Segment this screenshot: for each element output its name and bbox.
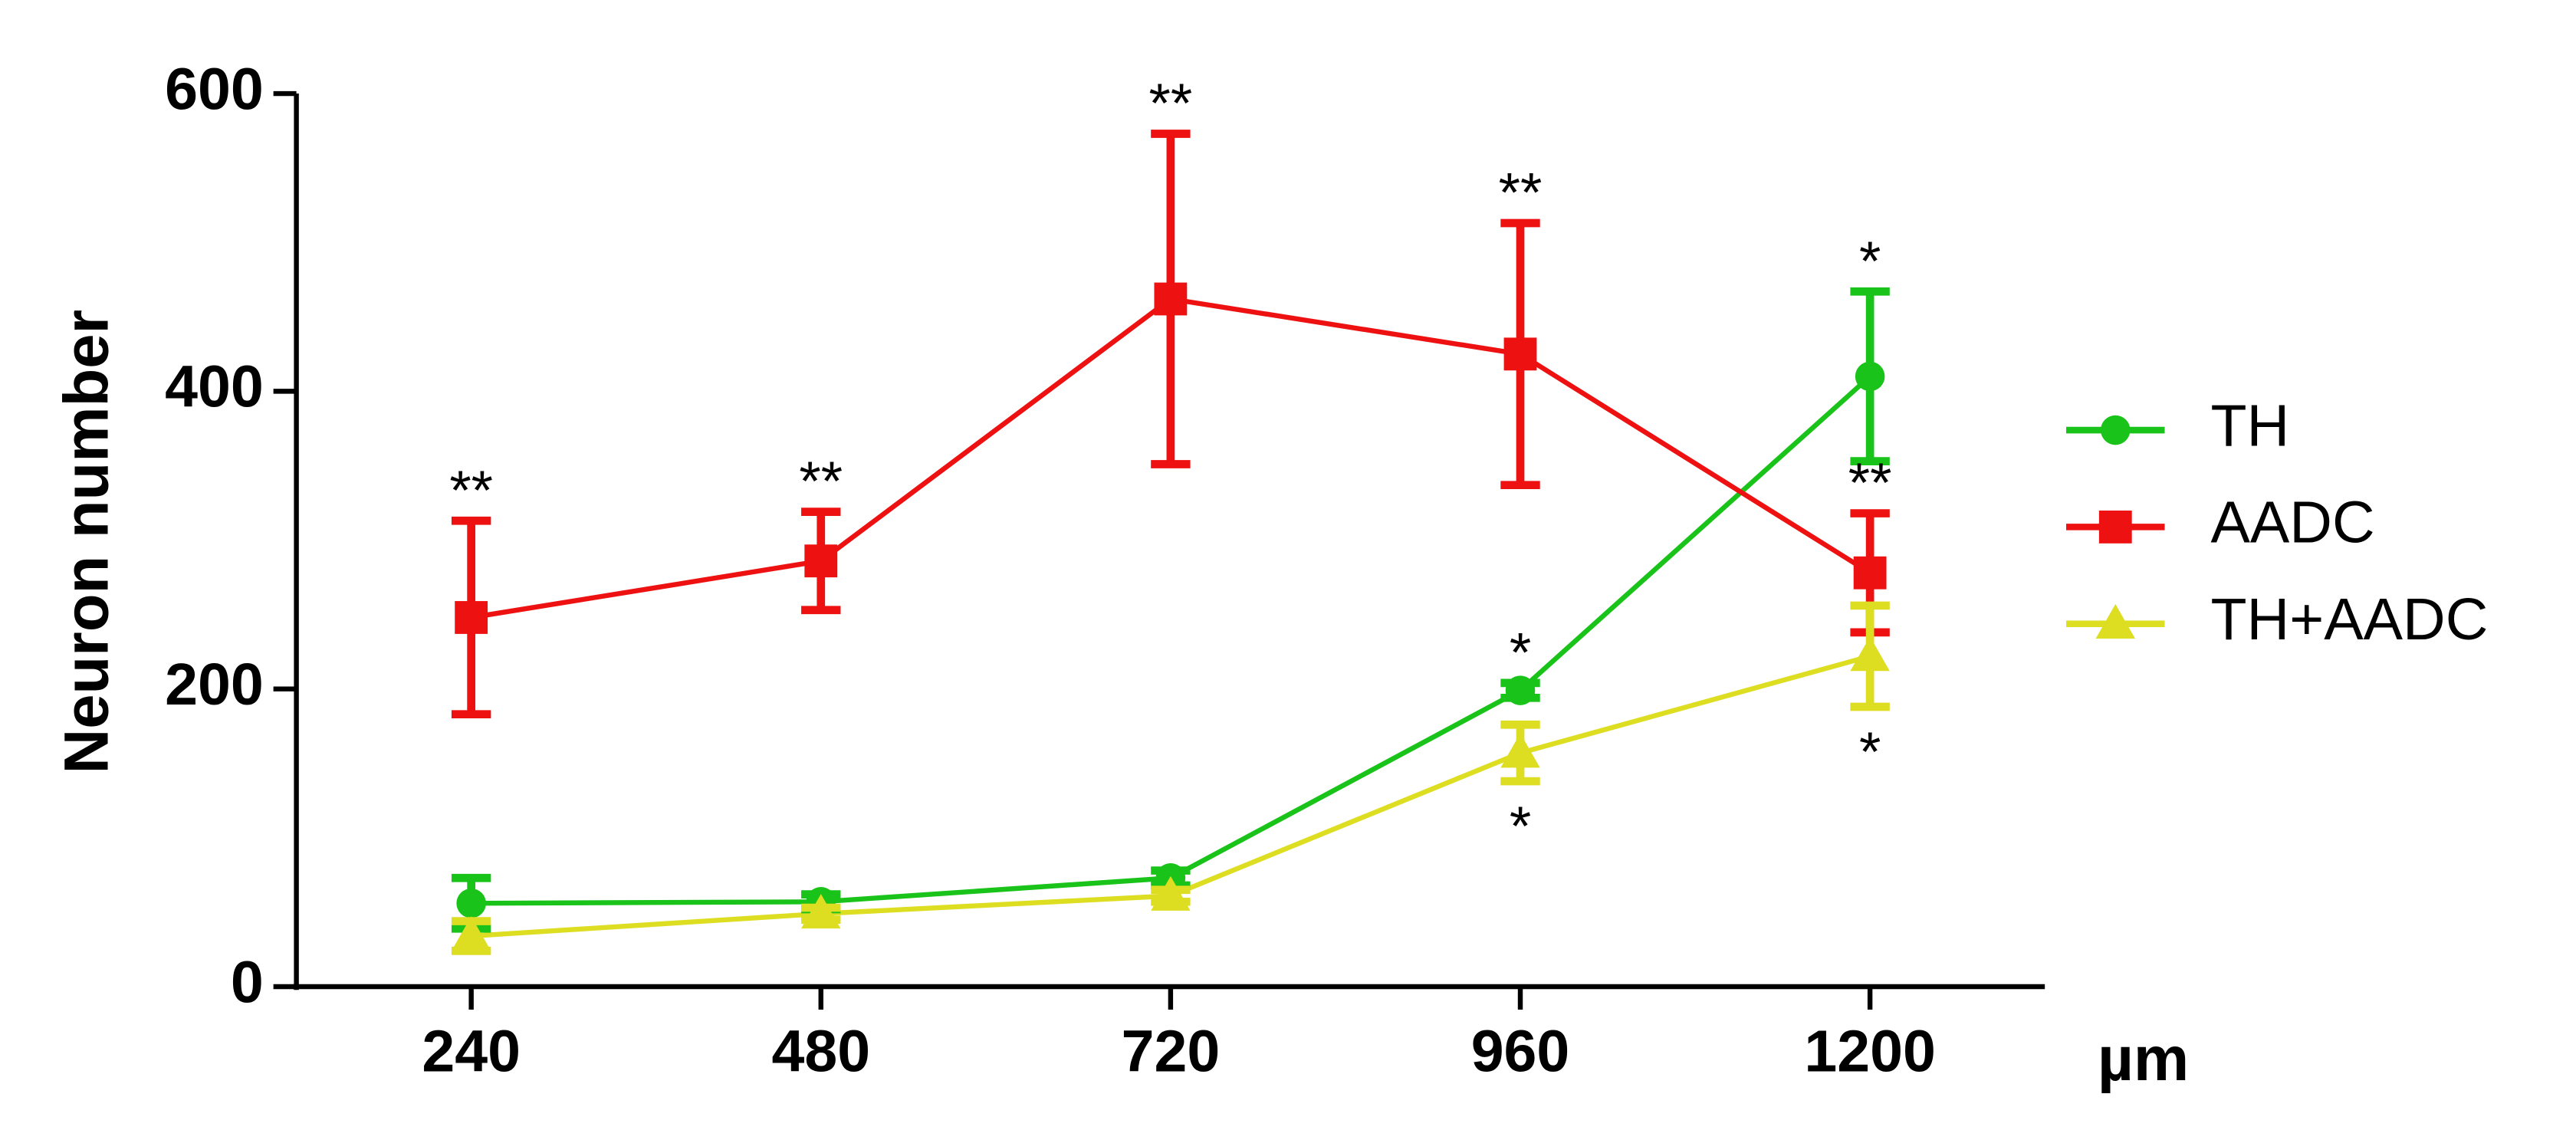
legend-marker xyxy=(2098,510,2132,544)
significance-label: ** xyxy=(449,459,493,521)
y-tick-label: 600 xyxy=(165,56,264,122)
marker xyxy=(1154,282,1188,316)
legend-marker xyxy=(2100,415,2131,445)
marker xyxy=(804,544,838,578)
significance-label: ** xyxy=(799,451,843,513)
marker xyxy=(1500,733,1540,768)
legend-marker xyxy=(2095,604,2135,639)
y-tick-label: 200 xyxy=(165,652,264,718)
significance-label: * xyxy=(1510,796,1531,858)
x-tick-label: 240 xyxy=(422,1018,521,1084)
y-tick-label: 400 xyxy=(165,354,264,420)
legend-label: AADC xyxy=(2210,490,2374,556)
marker xyxy=(1503,337,1537,371)
marker xyxy=(1853,556,1887,590)
y-tick-label: 0 xyxy=(231,949,264,1015)
significance-label: * xyxy=(1859,721,1881,783)
marker xyxy=(801,894,841,929)
marker xyxy=(455,601,488,634)
x-tick-label: 480 xyxy=(771,1018,870,1084)
significance-label: ** xyxy=(1499,162,1543,224)
significance-label: * xyxy=(1510,622,1531,684)
legend-label: TH xyxy=(2210,393,2289,458)
x-tick-label: 720 xyxy=(1122,1018,1221,1084)
significance-label: ** xyxy=(1149,72,1193,134)
x-tick-label: 960 xyxy=(1471,1018,1570,1084)
marker xyxy=(1151,875,1191,911)
marker xyxy=(1505,675,1536,705)
marker xyxy=(456,888,486,918)
marker xyxy=(1850,636,1890,672)
marker xyxy=(1855,361,1885,392)
marker xyxy=(451,916,491,951)
significance-label: * xyxy=(1859,230,1881,292)
x-axis-label: µm xyxy=(2098,1024,2189,1094)
y-axis-label: Neuron number xyxy=(51,310,121,774)
legend-label: TH+AADC xyxy=(2210,586,2488,652)
significance-label: ** xyxy=(1848,452,1892,514)
x-tick-label: 1200 xyxy=(1804,1018,1935,1084)
